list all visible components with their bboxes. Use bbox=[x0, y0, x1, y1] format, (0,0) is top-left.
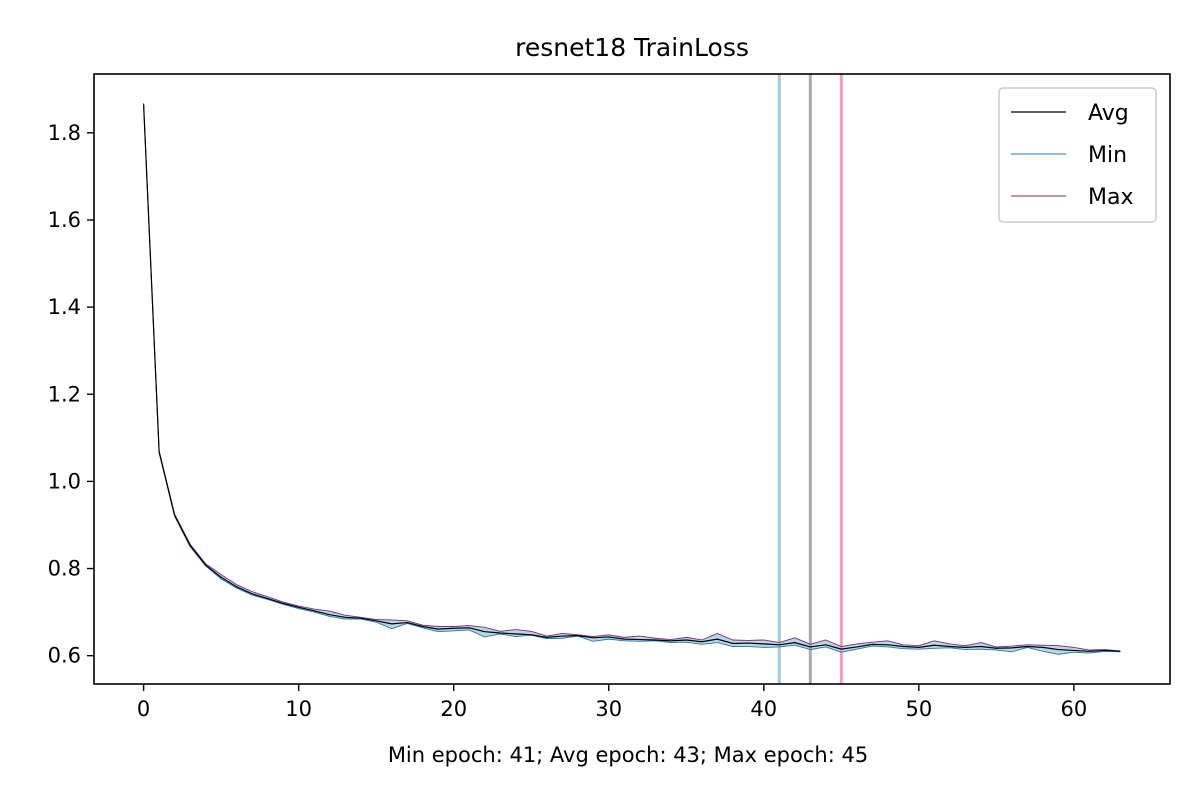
x-axis: 0 10 20 30 40 50 60 bbox=[137, 684, 1087, 721]
plot-area bbox=[143, 74, 1121, 684]
legend-box bbox=[998, 87, 1157, 223]
series-line-avg bbox=[143, 104, 1121, 652]
min-max-band bbox=[143, 103, 1121, 655]
axes-frame bbox=[93, 73, 1171, 685]
x-tick-label: 60 bbox=[1061, 697, 1088, 721]
y-tick-label: 1.0 bbox=[48, 469, 81, 493]
y-tick-label: 1.4 bbox=[48, 295, 81, 319]
x-tick-label: 20 bbox=[440, 697, 467, 721]
legend: Avg Min Max bbox=[998, 87, 1157, 223]
x-tick-label: 50 bbox=[905, 697, 932, 721]
chart-title: resnet18 TrainLoss bbox=[515, 33, 749, 62]
legend-label-avg: Avg bbox=[1088, 101, 1129, 126]
y-tick-label: 1.2 bbox=[48, 382, 81, 406]
y-tick-label: 1.8 bbox=[48, 121, 81, 145]
series-line-max bbox=[143, 103, 1121, 652]
x-tick-label: 40 bbox=[750, 697, 777, 721]
x-tick-label: 30 bbox=[595, 697, 622, 721]
x-tick-label: 10 bbox=[285, 697, 312, 721]
y-axis: 0.6 0.8 1.0 1.2 1.4 1.6 1.8 bbox=[48, 121, 94, 668]
y-tick-label: 0.8 bbox=[48, 557, 81, 581]
y-tick-label: 0.6 bbox=[48, 644, 81, 668]
series-line-min bbox=[143, 105, 1121, 655]
legend-label-max: Max bbox=[1088, 185, 1133, 210]
y-tick-label: 1.6 bbox=[48, 208, 81, 232]
legend-label-min: Min bbox=[1088, 143, 1127, 168]
x-tick-label: 0 bbox=[137, 697, 150, 721]
x-axis-label: Min epoch: 41; Avg epoch: 43; Max epoch:… bbox=[388, 743, 868, 767]
